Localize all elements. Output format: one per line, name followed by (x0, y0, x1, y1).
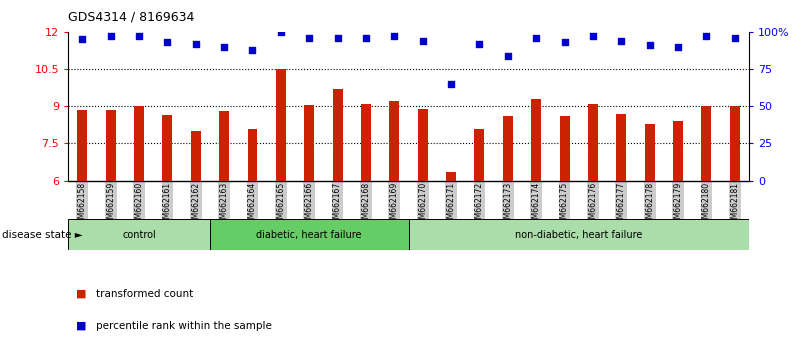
Text: transformed count: transformed count (96, 289, 193, 299)
Point (76, 36, 89, 42)
Point (275, 29, 288, 35)
Text: non-diabetic, heart failure: non-diabetic, heart failure (515, 229, 642, 240)
Bar (210, 219, 409, 250)
Bar (503, 116, 513, 181)
Point (501, 53, 514, 58)
Point (473, 41, 486, 47)
Bar (616, 114, 626, 181)
Bar (446, 172, 456, 181)
Point (218, 44, 231, 50)
Bar (673, 121, 683, 181)
Text: diabetic, heart failure: diabetic, heart failure (256, 229, 362, 240)
Text: percentile rank within the sample: percentile rank within the sample (96, 321, 272, 331)
Bar (248, 129, 257, 181)
Point (445, 81, 457, 87)
Bar (78, 110, 87, 181)
Point (189, 41, 202, 47)
Point (558, 39, 571, 45)
Bar (361, 104, 371, 181)
Point (728, 35, 741, 41)
Text: disease state ►: disease state ► (2, 229, 83, 240)
Point (388, 34, 400, 39)
Bar (389, 101, 399, 181)
Bar (409, 219, 749, 250)
Bar (68, 219, 210, 250)
Point (671, 44, 684, 50)
Bar (588, 104, 598, 181)
Bar (106, 110, 115, 181)
Text: ■: ■ (76, 321, 87, 331)
Bar (276, 69, 286, 181)
Point (104, 34, 117, 39)
Bar (191, 131, 201, 181)
Bar (531, 99, 541, 181)
Bar (163, 115, 172, 181)
Bar (645, 124, 654, 181)
Point (643, 42, 656, 48)
Bar (219, 111, 229, 181)
Point (615, 38, 628, 44)
Point (161, 39, 174, 45)
Bar (702, 106, 711, 181)
Point (303, 35, 316, 41)
Bar (134, 106, 144, 181)
Text: control: control (122, 229, 156, 240)
Point (417, 38, 429, 44)
Point (133, 34, 146, 39)
Point (246, 47, 259, 52)
Point (700, 34, 713, 39)
Bar (730, 106, 739, 181)
Bar (560, 116, 570, 181)
Point (529, 35, 542, 41)
Bar (304, 105, 314, 181)
Bar (418, 109, 428, 181)
Bar (332, 89, 343, 181)
Point (360, 35, 372, 41)
Point (331, 35, 344, 41)
Point (586, 34, 599, 39)
Text: ■: ■ (76, 289, 87, 299)
Bar (474, 129, 485, 181)
Text: GDS4314 / 8169634: GDS4314 / 8169634 (68, 11, 195, 24)
